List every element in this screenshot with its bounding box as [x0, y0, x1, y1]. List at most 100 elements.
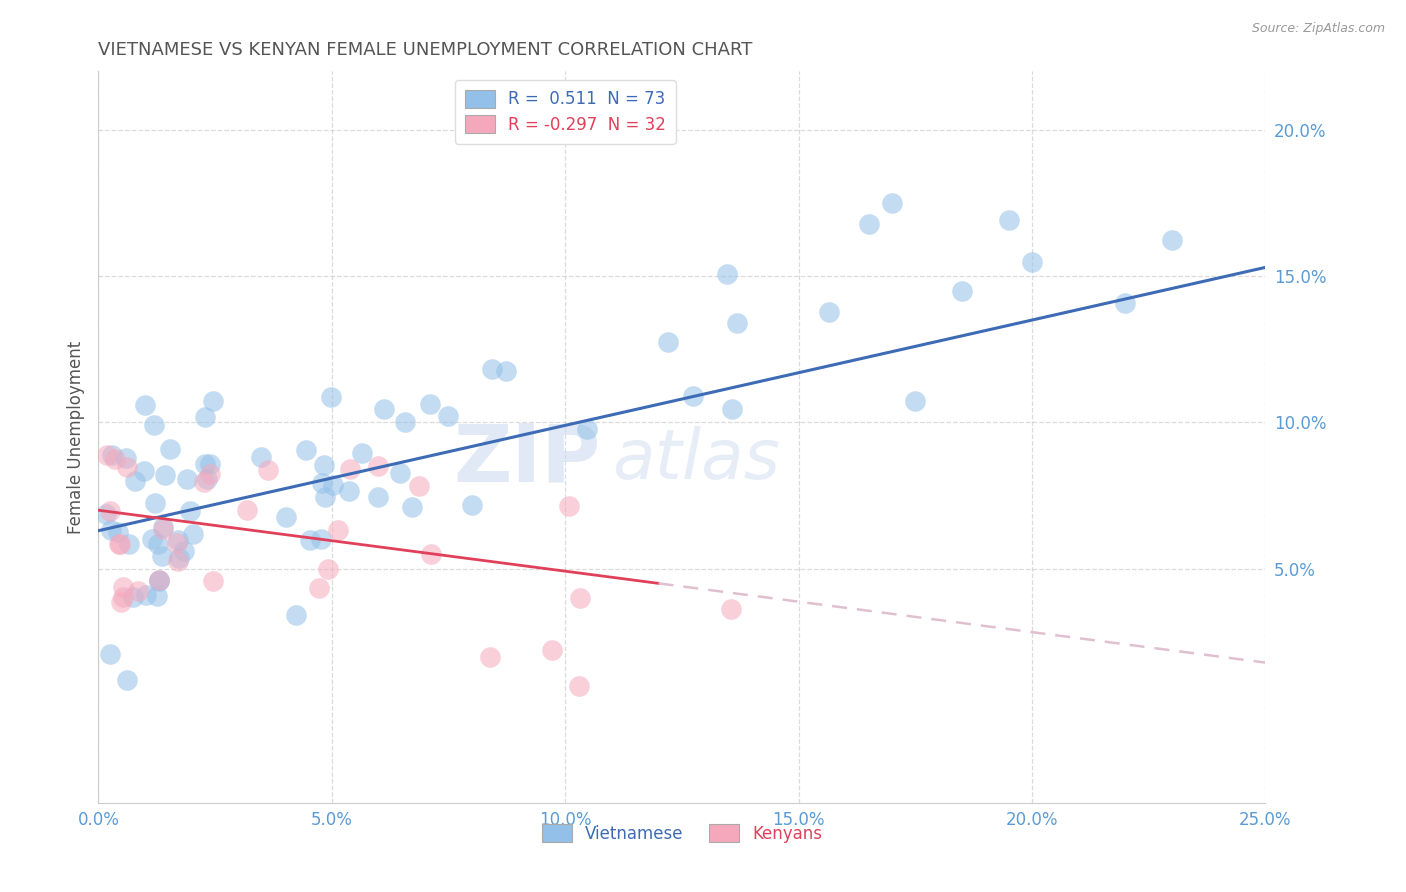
- Point: [200, 467, 222, 482]
- Point: [720, 601, 742, 615]
- Point: [858, 217, 880, 231]
- Point: [481, 362, 503, 376]
- Point: [541, 643, 564, 657]
- Point: [284, 608, 307, 623]
- Point: [997, 212, 1019, 227]
- Point: [904, 394, 927, 409]
- Point: [257, 463, 280, 477]
- Point: [367, 459, 389, 474]
- Point: [201, 574, 224, 588]
- Point: [194, 457, 217, 471]
- Point: [461, 498, 484, 512]
- Point: [322, 478, 344, 492]
- Point: [167, 533, 190, 548]
- Point: [401, 500, 423, 514]
- Point: [558, 499, 581, 513]
- Point: [682, 389, 704, 403]
- Point: [104, 452, 127, 467]
- Point: [145, 589, 167, 603]
- Point: [132, 464, 155, 478]
- Point: [100, 448, 122, 462]
- Point: [148, 573, 170, 587]
- Text: VIETNAMESE VS KENYAN FEMALE UNEMPLOYMENT CORRELATION CHART: VIETNAMESE VS KENYAN FEMALE UNEMPLOYMENT…: [98, 41, 752, 59]
- Point: [179, 503, 201, 517]
- Point: [250, 450, 273, 464]
- Point: [112, 580, 135, 594]
- Point: [141, 532, 163, 546]
- Point: [122, 590, 145, 604]
- Point: [201, 393, 224, 408]
- Point: [725, 316, 748, 330]
- Point: [495, 364, 517, 378]
- Point: [311, 476, 333, 491]
- Point: [166, 536, 188, 550]
- Point: [107, 524, 129, 539]
- Point: [94, 507, 117, 521]
- Point: [115, 459, 138, 474]
- Point: [235, 503, 257, 517]
- Point: [153, 468, 176, 483]
- Point: [817, 305, 839, 319]
- Point: [294, 443, 316, 458]
- Point: [110, 537, 132, 551]
- Legend: Vietnamese, Kenyans: Vietnamese, Kenyans: [536, 817, 828, 849]
- Point: [100, 647, 122, 661]
- Point: [309, 532, 332, 546]
- Point: [312, 458, 335, 472]
- Point: [197, 472, 219, 486]
- Point: [419, 397, 441, 411]
- Point: [316, 561, 339, 575]
- Point: [142, 418, 165, 433]
- Point: [134, 399, 156, 413]
- Point: [118, 537, 141, 551]
- Point: [1021, 254, 1043, 268]
- Point: [148, 573, 170, 587]
- Text: atlas: atlas: [612, 425, 780, 492]
- Point: [159, 442, 181, 457]
- Point: [420, 547, 443, 561]
- Point: [352, 445, 374, 459]
- Point: [339, 461, 361, 475]
- Point: [173, 544, 195, 558]
- Point: [145, 496, 167, 510]
- Point: [716, 267, 738, 281]
- Point: [135, 588, 157, 602]
- Point: [146, 536, 169, 550]
- Point: [193, 475, 215, 490]
- Point: [568, 591, 591, 605]
- Point: [150, 549, 173, 563]
- Point: [373, 402, 395, 417]
- Point: [950, 284, 973, 298]
- Point: [1114, 296, 1136, 310]
- Point: [181, 527, 204, 541]
- Point: [299, 533, 322, 547]
- Point: [127, 583, 149, 598]
- Point: [479, 649, 502, 664]
- Point: [111, 590, 134, 604]
- Point: [308, 582, 330, 596]
- Point: [152, 522, 174, 536]
- Point: [108, 537, 131, 551]
- Point: [314, 490, 336, 504]
- Point: [110, 595, 132, 609]
- Point: [274, 510, 297, 524]
- Point: [96, 448, 118, 462]
- Point: [176, 472, 198, 486]
- Point: [408, 479, 430, 493]
- Point: [321, 391, 343, 405]
- Point: [148, 574, 170, 589]
- Point: [100, 523, 122, 537]
- Point: [721, 402, 744, 417]
- Text: ZIP: ZIP: [453, 420, 600, 498]
- Point: [1161, 233, 1184, 247]
- Point: [198, 457, 221, 471]
- Point: [388, 466, 411, 480]
- Point: [115, 673, 138, 688]
- Point: [194, 409, 217, 424]
- Y-axis label: Female Unemployment: Female Unemployment: [66, 341, 84, 533]
- Point: [394, 415, 416, 429]
- Point: [326, 523, 349, 537]
- Point: [152, 520, 174, 534]
- Point: [337, 483, 360, 498]
- Point: [576, 422, 599, 436]
